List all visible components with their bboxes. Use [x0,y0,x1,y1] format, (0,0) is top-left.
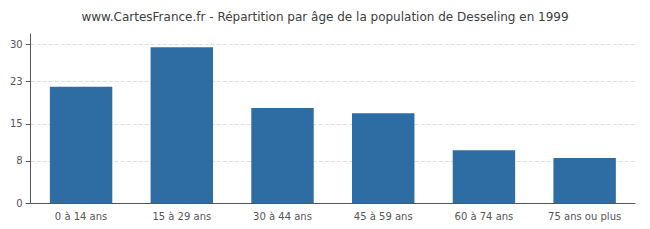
svg-text:45 à 59 ans: 45 à 59 ans [354,211,413,222]
svg-text:0: 0 [16,198,22,209]
svg-text:8: 8 [16,155,22,166]
svg-text:30: 30 [10,39,23,50]
svg-text:www.CartesFrance.fr - Répartit: www.CartesFrance.fr - Répartition par âg… [81,10,568,24]
svg-text:23: 23 [10,76,23,87]
svg-text:15: 15 [10,118,23,129]
svg-text:0 à 14 ans: 0 à 14 ans [55,211,107,222]
svg-text:75 ans ou plus: 75 ans ou plus [548,211,621,222]
svg-text:30 à 44 ans: 30 à 44 ans [253,211,312,222]
svg-text:15 à 29 ans: 15 à 29 ans [152,211,211,222]
svg-text:60 à 74 ans: 60 à 74 ans [455,211,514,222]
